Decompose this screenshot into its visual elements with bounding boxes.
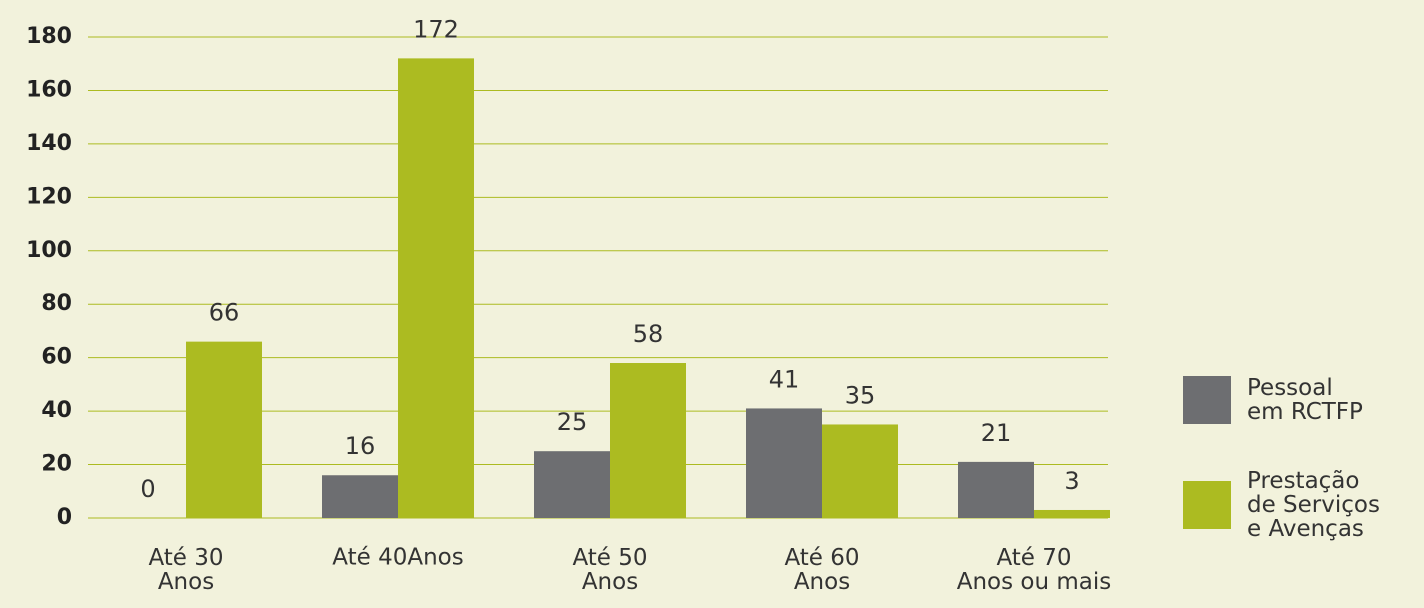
y-tick-label: 180 xyxy=(26,24,72,49)
data-label: 16 xyxy=(345,432,376,460)
bar xyxy=(322,475,398,518)
bar xyxy=(822,424,898,518)
y-tick-label: 120 xyxy=(26,184,72,209)
legend-swatch xyxy=(1183,481,1231,529)
data-label: 25 xyxy=(557,408,588,436)
legend-swatch xyxy=(1183,376,1231,424)
legend-label: Pessoal em RCTFP xyxy=(1247,375,1363,425)
y-tick-label: 80 xyxy=(41,291,72,316)
x-tick-label: Até 60 Anos xyxy=(784,545,859,595)
legend-label: Prestação de Serviços e Avenças xyxy=(1247,468,1380,542)
x-tick-label: Até 50 Anos xyxy=(572,545,647,595)
y-tick-label: 160 xyxy=(26,77,72,102)
bar xyxy=(958,461,1034,518)
bar xyxy=(746,408,822,518)
y-tick-label: 0 xyxy=(57,505,72,530)
bar xyxy=(1034,509,1110,518)
bar xyxy=(398,58,474,518)
data-label: 41 xyxy=(769,365,800,393)
data-label: 35 xyxy=(845,381,876,409)
data-label: 58 xyxy=(633,320,664,348)
bar xyxy=(186,341,262,518)
data-label: 3 xyxy=(1064,467,1079,495)
bar xyxy=(610,363,686,518)
y-tick-label: 100 xyxy=(26,238,72,263)
data-label: 66 xyxy=(209,299,240,327)
y-tick-label: 140 xyxy=(26,131,72,156)
x-tick-label: Até 40Anos xyxy=(332,545,463,571)
x-tick-label: Até 70 Anos ou mais xyxy=(957,545,1112,595)
y-tick-label: 60 xyxy=(41,345,72,370)
y-tick-label: 40 xyxy=(41,398,72,423)
x-tick-label: Até 30 Anos xyxy=(148,545,223,595)
data-label: 0 xyxy=(140,475,155,503)
data-label: 172 xyxy=(413,15,459,43)
bar xyxy=(534,451,610,518)
y-tick-label: 20 xyxy=(41,452,72,477)
data-label: 21 xyxy=(981,419,1012,447)
